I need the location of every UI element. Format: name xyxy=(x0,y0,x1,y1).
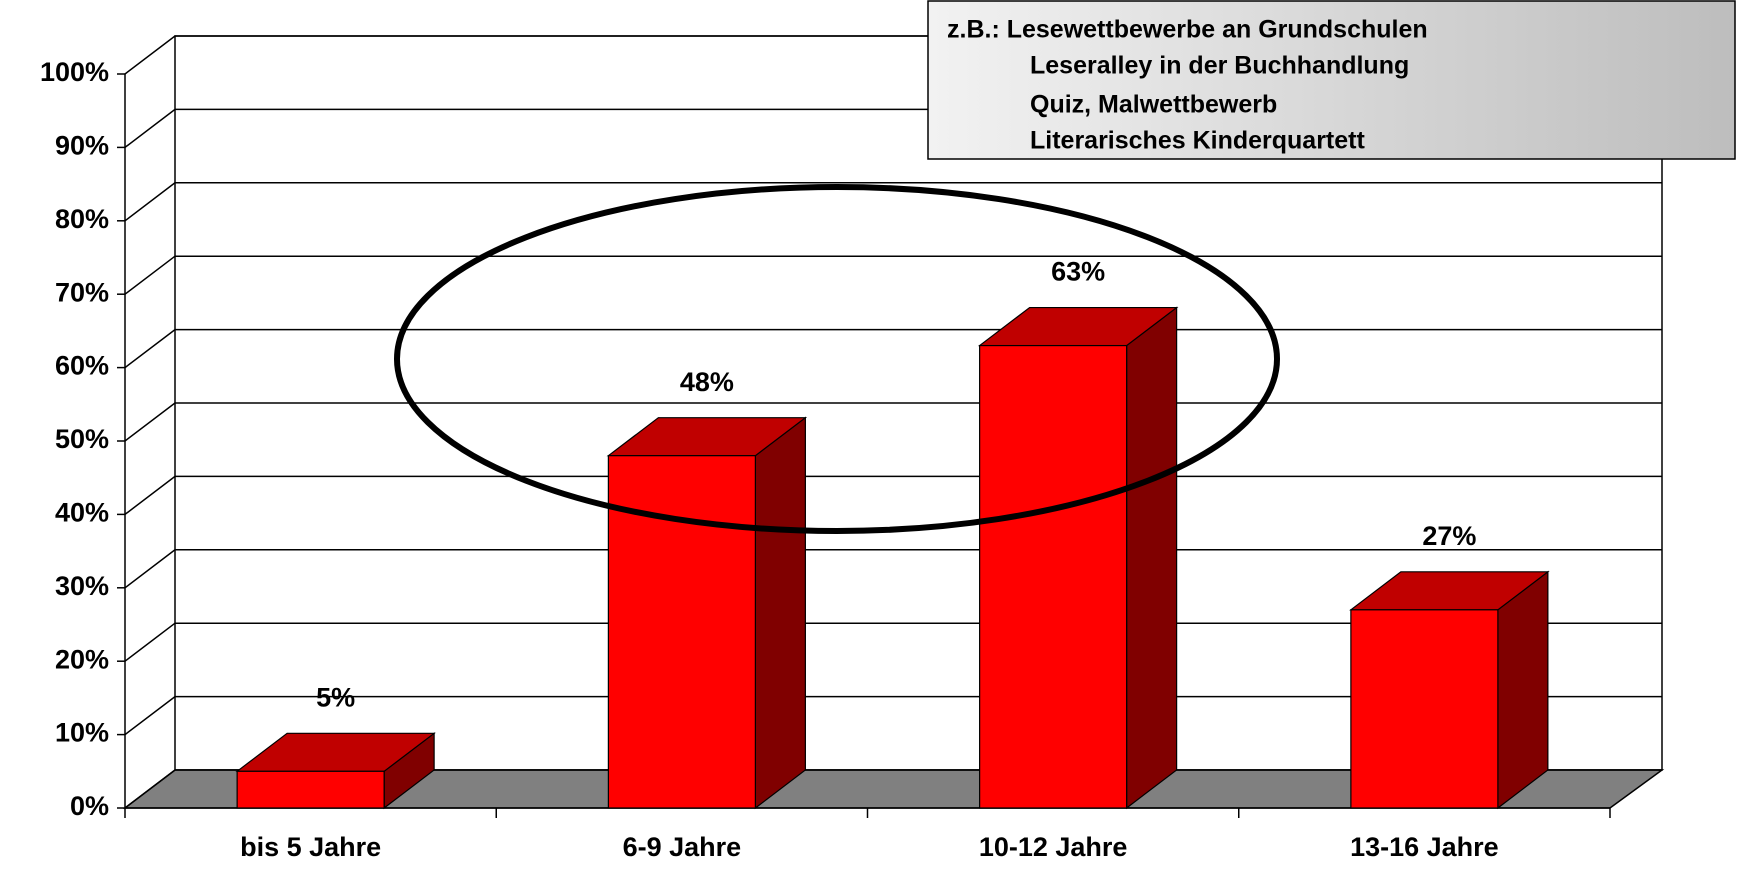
y-tick-label: 10% xyxy=(55,718,109,748)
grid-line xyxy=(124,182,1662,222)
y-tick-label: 60% xyxy=(55,351,109,381)
annotation-line: Literarisches Kinderquartett xyxy=(1030,127,1365,155)
annotation-box xyxy=(927,0,1736,160)
annotation-line: Leseralley in der Buchhandlung xyxy=(1030,52,1409,80)
y-tick-label: 100% xyxy=(40,57,109,87)
y-tick-label: 50% xyxy=(55,424,109,454)
x-tick-label: 10-12 Jahre xyxy=(979,832,1128,862)
annotation-line: z.B.: Lesewettbewerbe an Grundschulen xyxy=(947,16,1428,44)
grid-line xyxy=(124,255,1662,295)
bar-side xyxy=(1126,306,1178,810)
y-tick-label: 0% xyxy=(70,791,109,821)
bar xyxy=(979,344,1128,809)
highlight-ellipse xyxy=(394,184,1280,534)
y-tick-label: 90% xyxy=(55,131,109,161)
y-tick-label: 70% xyxy=(55,277,109,307)
bars: 5% bis 5 Jahre 48% 6-9 Jahre 63% 10-12 Jahre 2… xyxy=(235,257,1550,862)
value-label: 63% xyxy=(1051,257,1105,287)
value-label: 27% xyxy=(1422,521,1476,551)
y-tick-label: 20% xyxy=(55,644,109,674)
value-label: 5% xyxy=(316,682,355,712)
bar xyxy=(236,770,385,809)
bar-side xyxy=(1497,570,1549,810)
x-tick-label: 6-9 Jahre xyxy=(623,832,742,862)
annotation-line: Quiz, Malwettbewerb xyxy=(1030,91,1277,119)
y-tick-label: 40% xyxy=(55,498,109,528)
x-tick-label: bis 5 Jahre xyxy=(240,832,381,862)
value-label: 48% xyxy=(680,367,734,397)
y-tick-label: 30% xyxy=(55,571,109,601)
x-tick-label: 13-16 Jahre xyxy=(1350,832,1499,862)
y-tick-label: 80% xyxy=(55,204,109,234)
bar-side xyxy=(754,416,806,810)
bar xyxy=(1350,609,1499,809)
